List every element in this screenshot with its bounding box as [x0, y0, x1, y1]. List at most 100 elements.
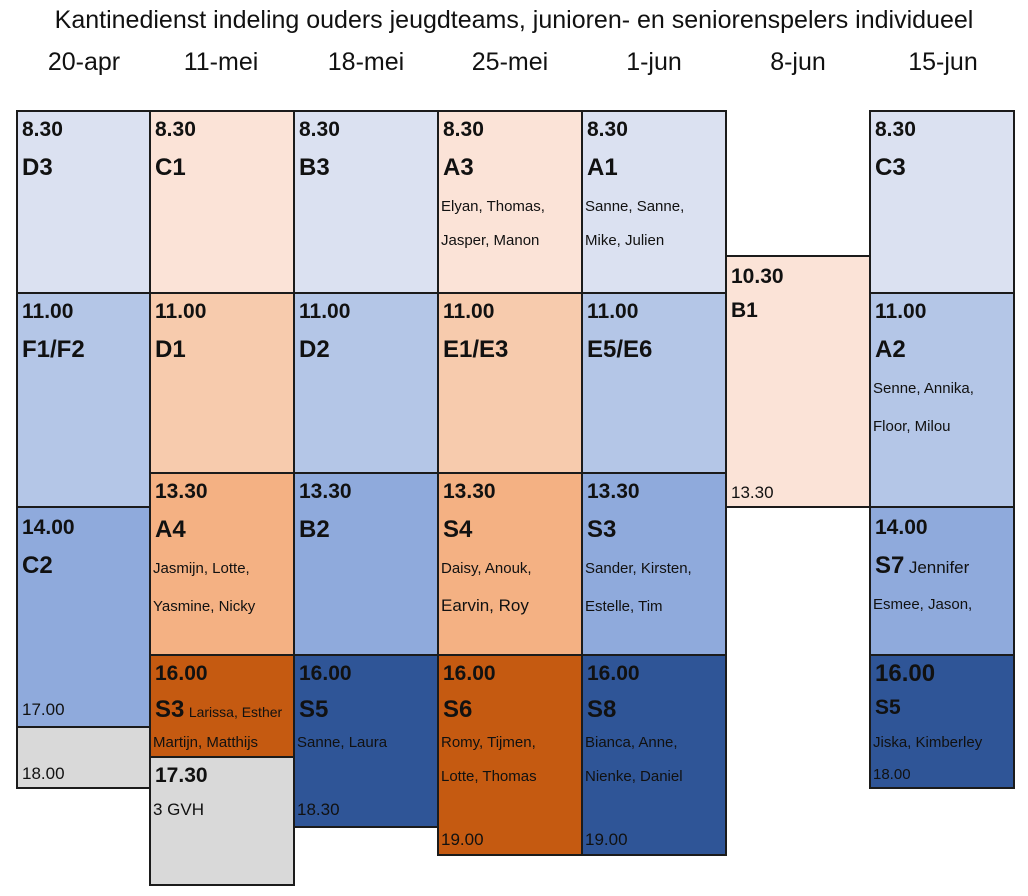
shift-cell-25mei-1330: 13.30 S4 Daisy, Anouk, Earvin, Roy — [437, 472, 583, 656]
shift-time: 10.30 — [731, 265, 784, 288]
shift-names-line-1: Bianca, Anne, — [585, 734, 678, 751]
shift-names-line-2: Yasmine, Nicky — [153, 598, 256, 615]
shift-team: S7 — [875, 552, 905, 579]
shift-names-line-2: Nienke, Daniel — [585, 768, 683, 785]
shift-names-line-1: Sander, Kirsten, — [585, 560, 692, 577]
shift-names-inline: Jennifer — [908, 558, 970, 577]
shift-cell-25mei-1600: 16.00 S6 Romy, Tijmen, Lotte, Thomas 19.… — [437, 654, 583, 856]
shift-names-line-1: Senne, Annika, — [873, 380, 974, 397]
shift-names-line-2: Earvin, Roy — [441, 596, 529, 615]
date-header-8-jun: 8-jun — [770, 48, 826, 76]
shift-cell-20apr-0830: 8.30 D3 — [16, 110, 151, 294]
shift-cell-1jun-0830: 8.30 A1 Sanne, Sanne, Mike, Julien — [581, 110, 727, 294]
shift-cell-11mei-1730: 17.30 3 GVH — [149, 756, 295, 886]
shift-time: 16.00 — [155, 662, 208, 685]
shift-names-line-2: Floor, Milou — [873, 418, 951, 435]
shift-time: 11.00 — [299, 300, 351, 323]
shift-cell-25mei-0830: 8.30 A3 Elyan, Thomas, Jasper, Manon — [437, 110, 583, 294]
shift-team: C3 — [875, 154, 906, 181]
shift-time: 16.00 — [443, 662, 496, 685]
shift-time: 16.00 — [299, 662, 352, 685]
shift-cell-11mei-1100: 11.00 D1 — [149, 292, 295, 474]
shift-time: 13.30 — [443, 480, 496, 503]
shift-team: S3 — [155, 696, 185, 723]
shift-time: 8.30 — [443, 118, 484, 141]
shift-time: 13.30 — [299, 480, 352, 503]
shift-cell-15jun-0830: 8.30 C3 — [869, 110, 1015, 294]
shift-team: C2 — [22, 552, 53, 579]
shift-cell-1jun-1100: 11.00 E5/E6 — [581, 292, 727, 474]
shift-end-time: 13.30 — [731, 483, 774, 502]
date-header-25-mei: 25-mei — [471, 48, 549, 76]
shift-cell-18mei-1600: 16.00 S5 Sanne, Laura 18.30 — [293, 654, 439, 828]
shift-team: S5 — [875, 696, 901, 719]
shift-names-line-2: Lotte, Thomas — [441, 768, 537, 785]
shift-team: A4 — [155, 516, 186, 543]
shift-end-time: 17.00 — [22, 700, 65, 719]
shift-team: S6 — [443, 696, 473, 723]
shift-end-time: 19.00 — [585, 830, 628, 849]
shift-cell-20apr-1400: 14.00 C2 17.00 — [16, 506, 151, 728]
shift-names-line-1: Romy, Tijmen, — [441, 734, 536, 751]
shift-team: E5/E6 — [587, 336, 653, 363]
shift-time: 13.30 — [587, 480, 640, 503]
shift-cell-15jun-1400: 14.00 S7 Jennifer Esmee, Jason, — [869, 506, 1015, 656]
shift-time: 11.00 — [22, 300, 74, 323]
shift-team: D2 — [299, 336, 330, 363]
shift-time: 17.30 — [155, 764, 208, 787]
shift-team: D3 — [22, 154, 53, 181]
schedule-title: Kantinedienst indeling ouders jeugdteams… — [54, 6, 974, 34]
shift-cell-15jun-1100: 11.00 A2 Senne, Annika, Floor, Milou — [869, 292, 1015, 508]
date-header-11-mei: 11-mei — [183, 48, 259, 76]
shift-time: 11.00 — [155, 300, 207, 323]
shift-team: C1 — [155, 154, 186, 181]
shift-cell-11mei-1600: 16.00 S3 Larissa, Esther Martijn, Matthi… — [149, 654, 295, 758]
shift-end-time: 19.00 — [441, 830, 484, 849]
shift-end-time: 18.30 — [297, 800, 340, 819]
shift-names-line-2: Mike, Julien — [585, 232, 665, 249]
shift-time: 11.00 — [443, 300, 495, 323]
shift-cell-11mei-1330: 13.30 A4 Jasmijn, Lotte, Yasmine, Nicky — [149, 472, 295, 656]
shift-team: B1 — [731, 299, 758, 322]
shift-time: 13.30 — [155, 480, 208, 503]
shift-time: 8.30 — [22, 118, 63, 141]
shift-cell-8jun-1030: 10.30 B1 13.30 — [725, 255, 871, 508]
shift-time: 8.30 — [299, 118, 340, 141]
shift-time: 14.00 — [22, 516, 75, 539]
shift-names-line-1: Daisy, Anouk, — [441, 560, 532, 577]
shift-cell-18mei-1330: 13.30 B2 — [293, 472, 439, 656]
shift-team: B2 — [299, 516, 330, 543]
shift-time: 11.00 — [875, 300, 927, 323]
shift-time: 11.00 — [587, 300, 639, 323]
shift-time: 14.00 — [875, 516, 928, 539]
shift-names-line-2: Estelle, Tim — [585, 598, 663, 615]
shift-time: 16.00 — [587, 662, 640, 685]
shift-team: S8 — [587, 696, 617, 723]
shift-team: S3 — [587, 516, 617, 543]
shift-team: E1/E3 — [443, 336, 509, 363]
shift-team: A2 — [875, 336, 906, 363]
date-header-20-apr: 20-apr — [47, 48, 121, 76]
date-header-15-jun: 15-jun — [908, 48, 978, 76]
shift-names-line-2: Jasper, Manon — [441, 232, 540, 249]
shift-end-time: 18.00 — [873, 766, 911, 783]
shift-names-line-1: Jiska, Kimberley — [873, 734, 983, 751]
shift-cell-18mei-1100: 11.00 D2 — [293, 292, 439, 474]
shift-cell-20apr-1100: 11.00 F1/F2 — [16, 292, 151, 508]
shift-cell-20apr-end: 18.00 — [16, 726, 151, 789]
shift-cell-25mei-1100: 11.00 E1/E3 — [437, 292, 583, 474]
shift-cell-1jun-1600: 16.00 S8 Bianca, Anne, Nienke, Daniel 19… — [581, 654, 727, 856]
shift-team: F1/F2 — [22, 336, 85, 363]
shift-cell-15jun-1600: 16.00 S5 Jiska, Kimberley 18.00 — [869, 654, 1015, 789]
date-header-18-mei: 18-mei — [327, 48, 405, 76]
shift-cell-18mei-0830: 8.30 B3 — [293, 110, 439, 294]
shift-names-inline: Larissa, Esther — [188, 704, 283, 720]
shift-team: S4 — [443, 516, 473, 543]
shift-cell-1jun-1330: 13.30 S3 Sander, Kirsten, Estelle, Tim — [581, 472, 727, 656]
shift-team: D1 — [155, 336, 186, 363]
shift-time: 16.00 — [875, 660, 936, 687]
shift-names-line-1: Sanne, Laura — [297, 734, 388, 751]
shift-names-line-2: Martijn, Matthijs — [153, 734, 259, 751]
date-header-1-jun: 1-jun — [626, 48, 682, 76]
shift-time: 8.30 — [875, 118, 916, 141]
